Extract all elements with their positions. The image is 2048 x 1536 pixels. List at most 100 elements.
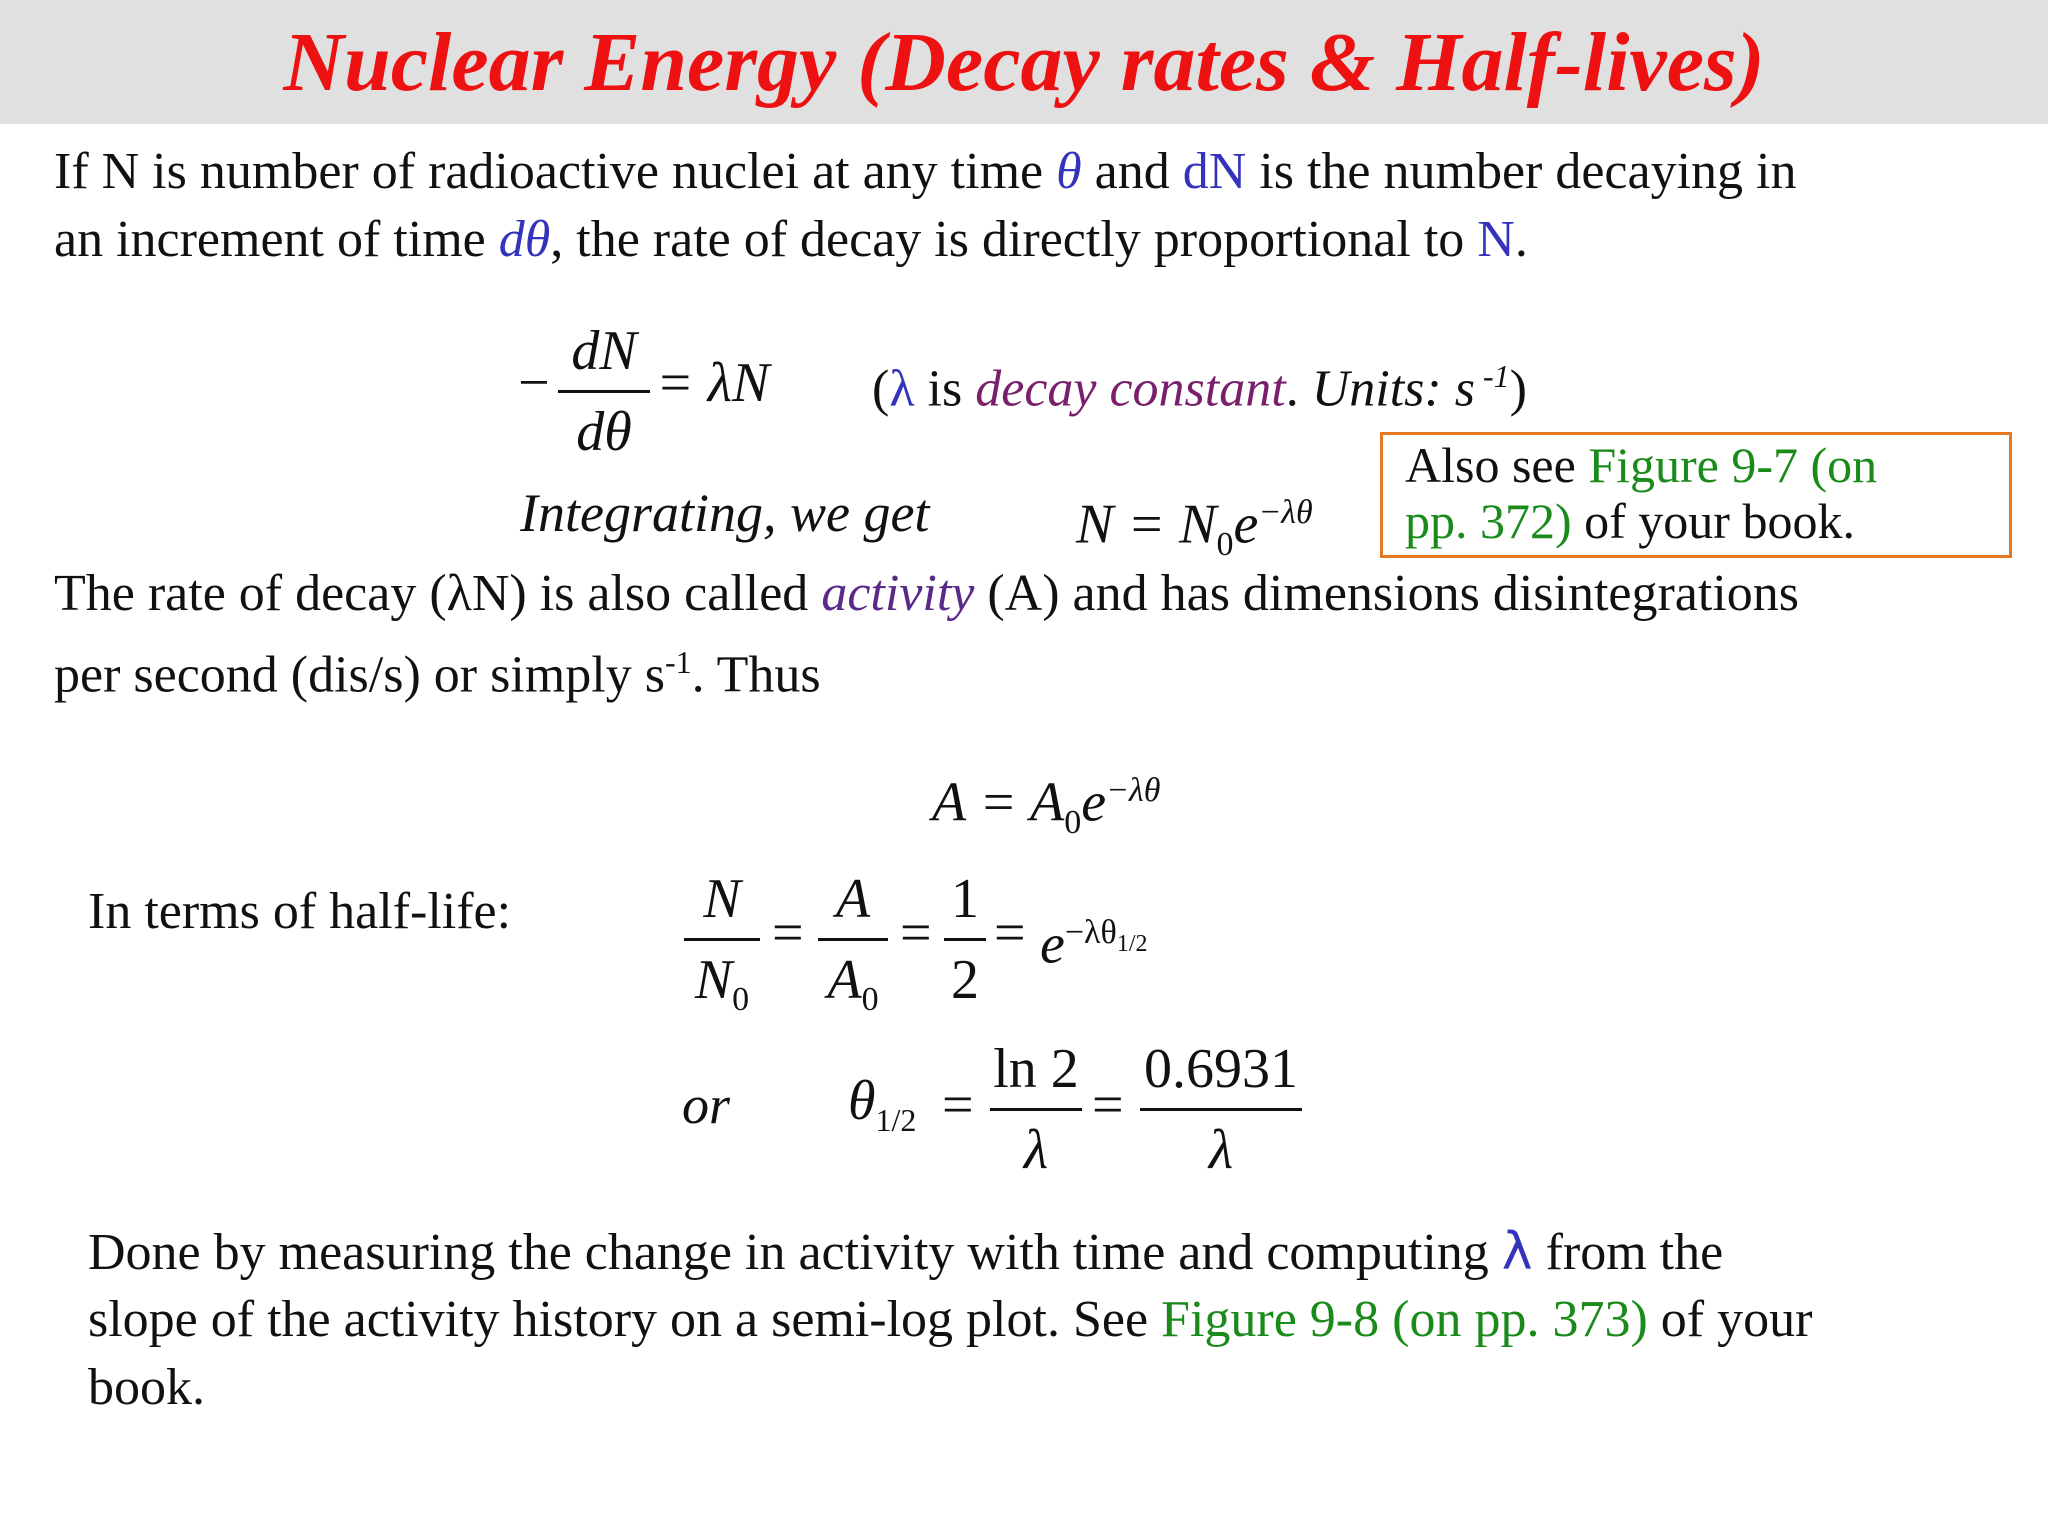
theta-symbol: θ [1056,143,1082,200]
fraction-bar [944,938,986,941]
subscript-zero: 0 [1064,803,1082,841]
fraction-bar [558,390,650,393]
ref-text: Also see [1405,437,1589,493]
fraction-bar [818,938,888,941]
denominator: λ [1208,1119,1234,1181]
subscript-zero: 0 [861,981,879,1019]
numerator: N [703,868,741,930]
paren: ) [1509,360,1527,418]
activity-text: (A) and has dimensions disintegrations [974,565,1800,622]
lambda-symbol: λ [889,360,915,418]
closing-text: Done by measuring the change in activity… [88,1224,1502,1281]
exponent: −λθ [1106,772,1161,809]
eq-lhs: A = A [932,771,1065,834]
equals-sign: = [994,902,1026,964]
units-value: s [1441,360,1475,418]
intro-text: and [1081,143,1183,200]
integrated-equation: N = N0e−λθ [1076,478,1313,580]
fraction-bar [1140,1108,1302,1111]
activity-text: The rate of decay (λN) is also called [54,565,822,622]
euler-e: e [1081,771,1107,834]
den-symbol: A [827,949,862,1011]
hl-fraction-A: A A0 [818,864,888,1035]
hl-fraction-N: N N0 [684,864,760,1035]
closing-text: slope of the activity history on a semi-… [88,1291,1162,1348]
dtheta-symbol: dθ [498,211,551,268]
eq1-fraction: dN dθ [558,316,650,467]
subscript: 1/2 [875,1102,917,1139]
subscript-zero: 0 [732,981,750,1019]
exponent: −λθ1/2 [1064,914,1148,957]
figure-9-8-link[interactable]: Figure 9-8 (on pp. 373) [1161,1291,1648,1348]
numerator: 0.6931 [1144,1038,1298,1100]
equals-sign: = [1092,1074,1124,1136]
intro-text: If N is number of radioactive nuclei at … [54,143,1057,200]
halflife-label: In terms of half-life: [88,883,512,940]
note-text: . [1285,360,1299,418]
eq1-denominator: dθ [576,401,632,463]
exponent-subscript: 1/2 [1116,930,1148,957]
closing-line-2: slope of the activity history on a semi-… [88,1286,1812,1354]
title-bar: Nuclear Energy (Decay rates & Half-lives… [0,0,2048,124]
intro-text: , the rate of decay is directly proporti… [550,211,1478,268]
den-symbol: N [694,949,733,1011]
exponent-text: −λθ [1064,914,1117,951]
equals-sign: = [772,902,804,964]
reference-text: Also see Figure 9-7 (on pp. 372) of your … [1405,437,1877,549]
closing-line-1: Done by measuring the change in activity… [88,1218,1723,1287]
activity-equation: A = A0e−λθ [932,756,1160,858]
numerator: A [835,868,871,930]
units-exponent: -1 [1474,358,1510,394]
equals-sign: = [900,902,932,964]
figure-9-7-pages[interactable]: pp. 372) [1405,493,1572,549]
or-label: or [682,1075,731,1135]
exponent: −λθ [1258,494,1313,531]
subscript-zero: 0 [1216,525,1234,563]
euler-e: e [1233,493,1259,556]
ln2-fraction: ln 2 λ [990,1034,1082,1185]
fraction-bar [684,938,760,941]
numerator: ln 2 [993,1038,1079,1100]
N-symbol: N [1477,211,1515,268]
ref-text: of your book. [1571,493,1855,549]
numerator: 1 [951,868,979,930]
slide-title: Nuclear Energy (Decay rates & Half-lives… [283,16,1765,109]
decay-constant-term: decay constant [975,360,1286,418]
intro-text: . [1514,211,1528,268]
activity-text: . Thus [691,646,821,704]
intro-line-2: an increment of time dθ, the rate of dec… [54,206,1528,274]
eq-lhs: N = N [1076,493,1217,556]
note-text: is [914,360,976,418]
euler-e: e [1040,913,1065,976]
decay-constant-note: (λ is decay constant. Units: s -1) [872,342,1527,423]
eq1-rhs: = λN [656,352,770,414]
integrating-label: Integrating, we get [520,483,930,543]
activity-line-1: The rate of decay (λN) is also called ac… [54,560,1799,628]
eq1-numerator: dN [571,320,637,382]
denominator: 2 [951,949,979,1011]
reference-box: Also see Figure 9-7 (on pp. 372) of your … [1380,432,2012,558]
closing-line-3: book. [88,1359,205,1416]
intro-line-1: If N is number of radioactive nuclei at … [54,138,1797,206]
closing-text: of your [1647,1291,1813,1348]
numeric-fraction: 0.6931 λ [1140,1034,1302,1185]
activity-text: per second (dis/s) or simply s [54,646,665,704]
paren: ( [872,360,890,418]
denominator: N0 [684,945,760,1035]
hl-fraction-half: 1 2 [944,864,986,1015]
figure-9-7-link[interactable]: Figure 9-7 (on [1588,437,1878,493]
intro-text: is the number decaying in [1246,143,1797,200]
eq1-minus: − [518,352,550,414]
activity-term: activity [821,565,975,622]
activity-line-2: per second (dis/s) or simply s-1. Thus [54,628,821,709]
half-life-symbol: θ1/2 [848,1066,916,1155]
denominator: A0 [818,945,888,1035]
closing-text: from the [1532,1224,1724,1281]
intro-text: an increment of time [54,211,499,268]
equals-sign: = [942,1074,974,1136]
fraction-bar [990,1108,1082,1111]
theta-symbol: θ [848,1070,876,1132]
dN-symbol: dN [1182,143,1247,200]
lambda-symbol: λ [1501,1222,1533,1282]
hl-exponential: e−λθ1/2 [1040,898,1147,980]
